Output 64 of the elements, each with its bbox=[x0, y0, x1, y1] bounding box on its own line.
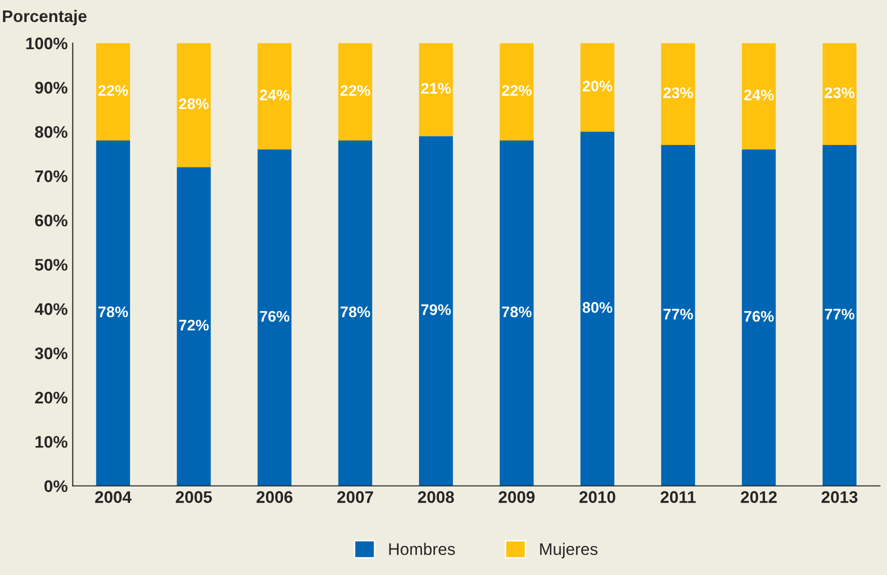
x-tick-label: 2004 bbox=[95, 491, 132, 503]
y-tick-label: 10% bbox=[36, 436, 68, 448]
bar bbox=[822, 144, 856, 486]
bar bbox=[176, 167, 211, 486]
y-tick-label: 80% bbox=[35, 126, 68, 138]
x-tick-label: 2010 bbox=[579, 491, 616, 503]
y-tick-label: 30% bbox=[34, 347, 68, 360]
bar bbox=[419, 43, 453, 136]
data-label: 21% bbox=[421, 82, 451, 94]
x-tick-label: 2011 bbox=[660, 491, 696, 503]
bar bbox=[96, 140, 130, 486]
bar bbox=[822, 43, 856, 145]
bar bbox=[500, 43, 534, 141]
y-tick-label: 50% bbox=[35, 258, 68, 271]
y-tick-label: 40% bbox=[34, 303, 68, 315]
bar bbox=[580, 132, 614, 486]
y-tick-label: 90% bbox=[35, 82, 68, 94]
y-tick-label: 20% bbox=[35, 392, 68, 404]
bar bbox=[176, 43, 211, 168]
legend-label: Mujeres bbox=[540, 542, 598, 558]
data-label: 24% bbox=[744, 90, 774, 100]
bar bbox=[661, 43, 696, 145]
data-label: 77% bbox=[824, 308, 854, 320]
bar bbox=[742, 149, 776, 486]
bar bbox=[338, 43, 372, 141]
data-label: 20% bbox=[582, 80, 612, 92]
x-tick-label: 2007 bbox=[337, 491, 374, 503]
bar bbox=[580, 43, 614, 132]
y-tick-label: 0% bbox=[44, 480, 68, 492]
data-label: 78% bbox=[502, 306, 532, 318]
x-tick-label: 2009 bbox=[498, 491, 535, 503]
data-label: 77% bbox=[663, 308, 693, 320]
bar bbox=[258, 43, 292, 150]
data-label: 22% bbox=[98, 85, 128, 96]
bar bbox=[500, 140, 534, 486]
bar bbox=[96, 43, 130, 141]
data-label: 76% bbox=[260, 310, 290, 322]
bar bbox=[338, 140, 372, 486]
bar bbox=[419, 136, 453, 486]
y-tick-label: 70% bbox=[35, 170, 68, 182]
data-label: 28% bbox=[179, 98, 209, 110]
bar bbox=[742, 43, 776, 150]
legend-label: Hombres bbox=[389, 542, 455, 556]
bar bbox=[258, 149, 292, 486]
y-tick-label: 60% bbox=[35, 214, 68, 226]
x-tick-label: 2013 bbox=[822, 491, 858, 503]
data-label: 23% bbox=[824, 87, 854, 98]
data-label: 76% bbox=[744, 310, 774, 322]
bar bbox=[661, 144, 696, 486]
y-axis-title: Porcentaje bbox=[2, 10, 87, 26]
data-label: 80% bbox=[582, 302, 612, 313]
x-tick-label: 2006 bbox=[256, 491, 292, 503]
x-tick-label: 2012 bbox=[740, 491, 777, 503]
y-tick-label: 100% bbox=[26, 38, 68, 50]
data-label: 24% bbox=[260, 90, 290, 100]
data-label: 23% bbox=[663, 87, 693, 98]
data-label: 22% bbox=[340, 85, 370, 96]
data-label: 79% bbox=[421, 304, 451, 316]
data-label: 78% bbox=[340, 306, 370, 318]
data-label: 78% bbox=[98, 306, 128, 318]
data-label: 22% bbox=[502, 85, 532, 96]
x-tick-label: 2008 bbox=[418, 491, 454, 503]
data-label: 72% bbox=[179, 320, 209, 331]
x-tick-label: 2005 bbox=[176, 491, 212, 503]
